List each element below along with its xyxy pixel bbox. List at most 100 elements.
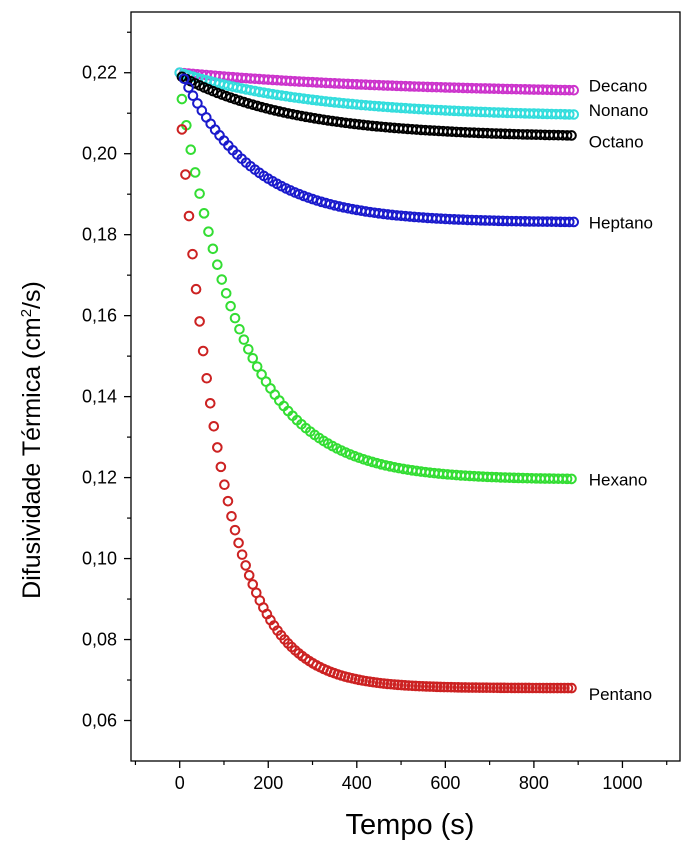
series-hexano	[176, 93, 577, 485]
data-point	[234, 323, 245, 335]
series-label: Pentano	[589, 685, 652, 704]
data-point	[421, 681, 432, 692]
plot-frame	[130, 11, 681, 762]
data-point	[564, 216, 575, 228]
data-point	[541, 682, 553, 694]
data-point	[247, 352, 259, 364]
data-point	[445, 681, 457, 693]
y-tick-label: 0,22	[82, 63, 117, 83]
data-point	[559, 682, 570, 694]
data-point	[194, 188, 205, 199]
data-point	[185, 144, 197, 156]
data-point	[190, 283, 202, 295]
data-point	[456, 682, 468, 693]
data-point	[459, 682, 471, 693]
series-nonano	[174, 67, 580, 120]
data-point	[256, 369, 267, 380]
data-point	[176, 93, 188, 105]
data-point	[201, 372, 213, 384]
data-point	[431, 681, 443, 693]
data-point	[513, 682, 524, 694]
data-point	[566, 682, 577, 694]
data-point	[183, 210, 195, 222]
data-point	[251, 361, 263, 372]
data-point	[428, 681, 439, 693]
data-point	[548, 682, 560, 694]
y-tick-label: 0,20	[82, 144, 117, 164]
data-point	[495, 682, 506, 694]
data-point	[229, 312, 241, 324]
data-point	[552, 682, 563, 694]
data-point	[417, 681, 429, 692]
data-point	[520, 682, 531, 694]
data-point	[509, 682, 521, 694]
data-point	[385, 678, 397, 690]
data-point	[176, 124, 188, 135]
data-point	[192, 98, 203, 109]
series-label: Nonano	[589, 101, 649, 120]
data-point	[247, 579, 259, 590]
data-point	[204, 397, 216, 409]
data-point	[537, 682, 549, 694]
data-point	[568, 84, 580, 96]
data-point	[561, 130, 573, 141]
data-point	[220, 288, 232, 299]
data-point	[534, 682, 545, 694]
y-tick-label: 0,06	[82, 711, 117, 731]
y-tick-label: 0,08	[82, 630, 117, 650]
data-point	[449, 681, 460, 693]
data-point	[240, 560, 251, 571]
y-tick-label: 0,10	[82, 549, 117, 569]
data-point	[207, 243, 219, 255]
data-point	[523, 682, 535, 694]
data-point	[424, 681, 436, 692]
y-tick-label: 0,14	[82, 387, 117, 407]
x-tick-label: 600	[430, 773, 460, 793]
x-tick-label: 1000	[602, 773, 642, 793]
data-point	[477, 682, 489, 693]
y-axis-label-end: /s)	[18, 281, 46, 309]
series-heptano	[178, 73, 580, 228]
data-point	[180, 169, 191, 180]
data-point	[189, 167, 201, 178]
data-point	[438, 681, 450, 693]
y-tick-label: 0,12	[82, 468, 117, 488]
data-point	[396, 679, 407, 691]
y-axis-label: Difusividade Térmica (cm2/s)	[18, 281, 46, 599]
data-point	[406, 680, 418, 692]
x-tick-label: 800	[519, 773, 549, 793]
data-point	[474, 682, 485, 693]
data-point	[215, 461, 227, 473]
data-point	[219, 479, 230, 491]
data-point	[205, 118, 216, 130]
series-label: Decano	[589, 77, 648, 96]
data-point	[197, 345, 209, 357]
x-tick-label: 400	[342, 773, 372, 793]
series-octano	[176, 71, 577, 141]
data-point	[243, 343, 254, 355]
data-point	[564, 84, 575, 96]
data-point	[484, 682, 496, 694]
data-point	[502, 682, 514, 694]
data-point	[467, 682, 478, 693]
data-point	[389, 679, 400, 690]
y-tick-label: 0,18	[82, 225, 117, 245]
data-point	[568, 216, 580, 228]
data-point	[555, 682, 567, 694]
data-point	[562, 682, 574, 694]
data-point	[187, 248, 198, 260]
data-point	[212, 442, 223, 453]
data-point	[481, 682, 492, 694]
data-point	[399, 680, 411, 691]
data-point	[243, 570, 255, 581]
data-point	[183, 82, 194, 93]
data-point	[216, 274, 228, 285]
data-point	[212, 259, 223, 271]
data-point	[194, 316, 205, 327]
data-point	[226, 510, 237, 522]
data-point	[233, 537, 244, 549]
data-point	[225, 300, 236, 312]
data-point	[410, 680, 421, 692]
